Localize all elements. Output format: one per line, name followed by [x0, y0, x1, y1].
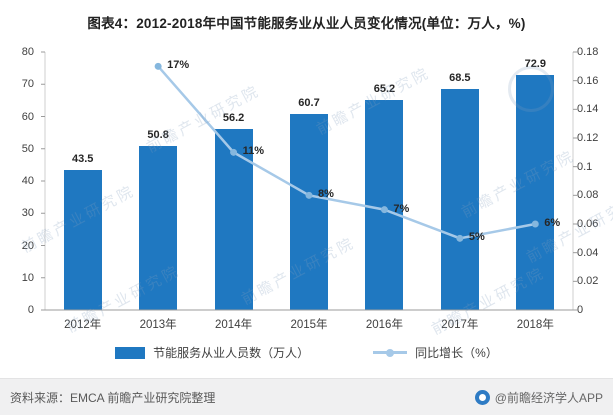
x-axis-label: 2017年: [441, 319, 479, 331]
line-value-label: 6%: [544, 217, 561, 229]
bar-value-label: 50.8: [147, 129, 169, 142]
source-text: 资料来源：EMCA 前瞻产业研究院整理: [10, 390, 216, 405]
line-value-label: 11%: [242, 145, 264, 158]
bar-value-label: 56.2: [222, 111, 245, 124]
footer: 资料来源：EMCA 前瞻产业研究院整理 @前瞻经济学人APP: [0, 378, 613, 415]
y-tick-left: 60: [21, 110, 34, 123]
y-tick-left: 50: [21, 142, 34, 155]
line-point: [154, 62, 162, 70]
line-point: [230, 148, 238, 156]
line-value-label: 8%: [318, 188, 334, 201]
y-tick-right: 0.04: [577, 246, 599, 259]
x-axis-label: 2015年: [290, 319, 328, 331]
y-tick-right: 0.06: [577, 218, 599, 230]
chart: 0 10 20 30 40 50 60 70 80 0 0.02 0.04 0.06 0.08 0.1 0.…: [0, 38, 613, 338]
y-tick-left: 70: [21, 78, 34, 91]
chart-svg: [41, 51, 577, 311]
line-point: [380, 206, 388, 214]
plot-area: 43.5 50.8 56.2 60.7 65.2 68.5 72.9 17% 11% 8% 7% 5%…: [41, 51, 577, 311]
y-tick-left: 0: [27, 304, 34, 316]
y-tick-left: 30: [21, 207, 34, 220]
legend-line-swatch-icon: [373, 351, 408, 354]
bar: [440, 89, 479, 310]
bar: [139, 146, 178, 310]
y-tick-right: 0.08: [577, 189, 599, 202]
y-tick-right: 0.02: [577, 275, 599, 288]
bar: [63, 169, 102, 310]
bar: [365, 99, 404, 310]
y-tick-right: 0.16: [577, 74, 599, 87]
x-axis-label: 2014年: [215, 319, 253, 331]
bar-value-label: 72.9: [524, 57, 546, 70]
line-point: [305, 191, 313, 199]
bar-value-label: 65.2: [373, 82, 396, 95]
y-tick-right: 0.1: [577, 160, 593, 173]
x-axis-label: 2018年: [516, 319, 554, 331]
bar-value-label: 60.7: [298, 97, 320, 110]
legend-item-employees: 节能服务从业人员数（万人）: [115, 344, 309, 361]
x-axis-label: 2012年: [64, 319, 102, 331]
brand-logo-icon: [474, 389, 490, 405]
x-axis: 2012年 2013年 2014年 2015年 2016年 2017年 2018年: [45, 316, 573, 334]
y-tick-left: 80: [21, 46, 34, 58]
bar: [290, 114, 328, 310]
y-tick-left: 40: [21, 175, 34, 187]
brand-text: @前瞻经济学人APP: [494, 390, 603, 405]
legend-bar-swatch-icon: [115, 346, 146, 359]
legend-label-growth: 同比增长（%）: [415, 346, 498, 360]
y-tick-right: 0.18: [577, 46, 599, 58]
bar: [516, 74, 555, 310]
brand: @前瞻经济学人APP: [474, 389, 603, 406]
line-point: [456, 234, 464, 242]
y-axis-left: 0 10 20 30 40 50 60 70 80: [0, 46, 41, 316]
legend-label-employees: 节能服务从业人员数（万人）: [153, 346, 310, 360]
x-axis-label: 2016年: [365, 319, 403, 331]
y-tick-right: 0.14: [577, 103, 599, 116]
legend: 节能服务从业人员数（万人） 同比增长（%）: [0, 344, 613, 361]
chart-title: 图表4：2012-2018年中国节能服务业从业人员变化情况(单位：万人，%): [87, 16, 526, 31]
y-tick-right: 0.12: [577, 132, 599, 144]
line-point: [531, 220, 539, 228]
line-value-label: 17%: [167, 59, 190, 72]
y-axis-right: 0 0.02 0.04 0.06 0.08 0.1 0.12 0.14 0.16 0.18: [577, 46, 613, 316]
line-value-label: 7%: [393, 202, 410, 215]
legend-item-growth: 同比增长（%）: [373, 344, 498, 361]
y-tick-left: 20: [21, 239, 34, 252]
x-axis-label: 2013年: [139, 319, 177, 331]
growth-line: [157, 65, 536, 240]
line-value-label: 5%: [468, 231, 485, 244]
bar-value-label: 43.5: [71, 152, 94, 165]
y-tick-left: 10: [21, 271, 34, 284]
bar-value-label: 68.5: [449, 72, 471, 85]
y-tick-right: 0: [577, 304, 584, 316]
